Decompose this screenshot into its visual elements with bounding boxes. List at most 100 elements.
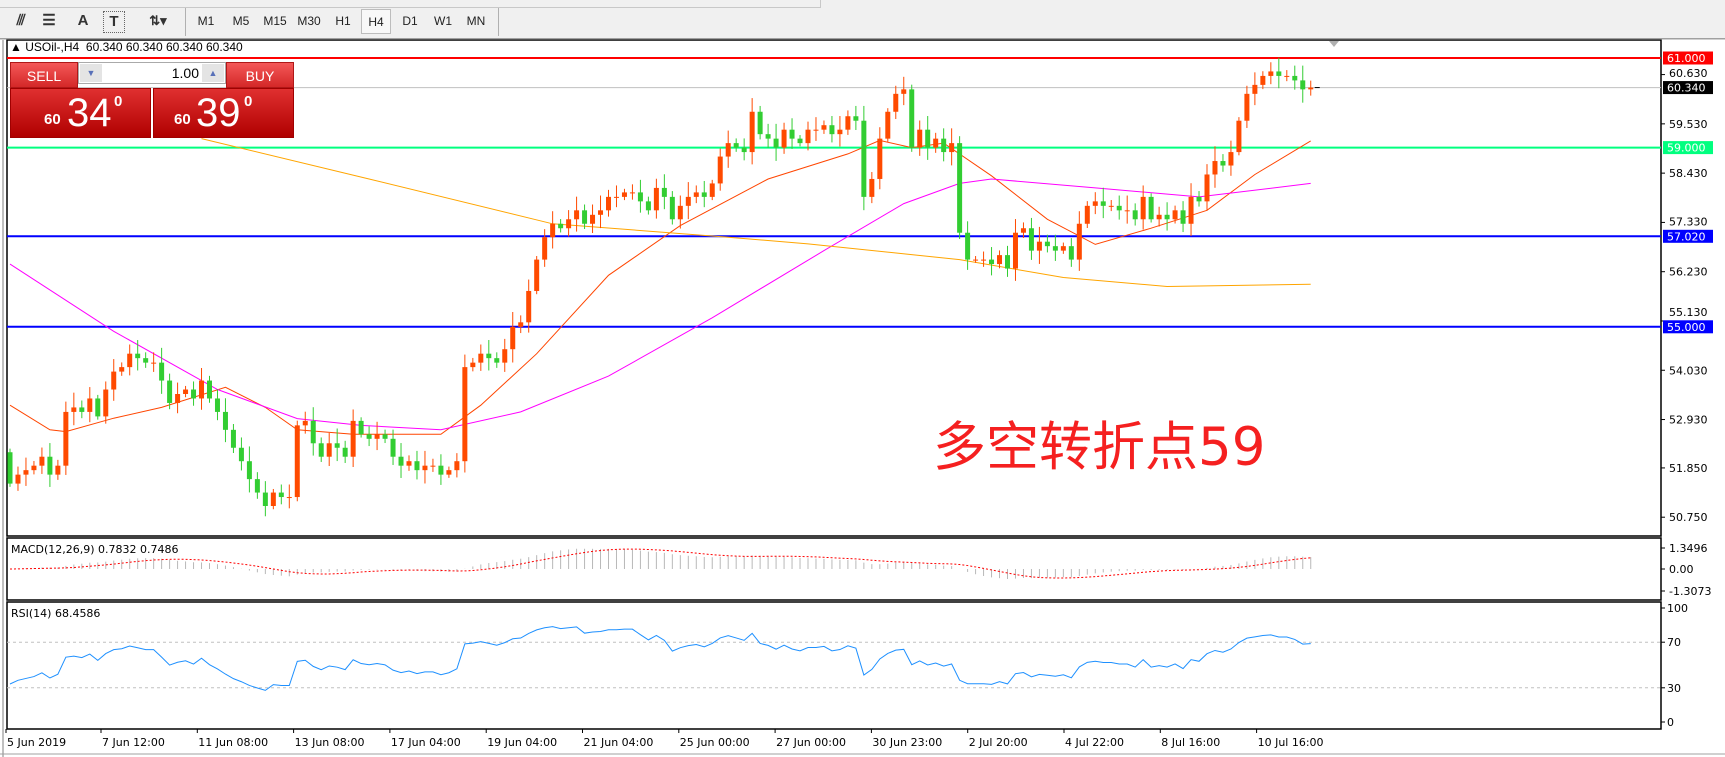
time-tick-label: 7 Jun 12:00 <box>102 736 165 749</box>
sell-button[interactable]: SELL <box>10 62 78 88</box>
candle-body <box>566 219 572 229</box>
candle-body <box>127 353 133 368</box>
candle-body <box>438 465 444 475</box>
time-tick-label: 5 Jun 2019 <box>7 736 66 749</box>
time-tick-label: 11 Jun 08:00 <box>198 736 268 749</box>
candle-body <box>821 125 827 130</box>
candle-body <box>382 434 388 439</box>
candle-body <box>214 398 220 412</box>
lot-decrease-icon[interactable]: ▼ <box>80 64 102 82</box>
candle-body <box>709 183 715 197</box>
candle-body <box>406 461 412 466</box>
candle-body <box>909 89 915 148</box>
candle-body <box>1092 201 1098 206</box>
candle-body <box>949 143 955 153</box>
candles <box>7 57 1314 517</box>
price-tick-label: 60.630 <box>1669 67 1708 80</box>
timeframe-m30[interactable]: M30 <box>297 14 321 28</box>
candle-body <box>805 129 811 144</box>
candle-body <box>829 125 835 135</box>
timeframe-h4[interactable]: H4 <box>361 9 391 34</box>
candle-body <box>414 461 420 471</box>
buy-price-button[interactable]: 60 39 0 <box>153 88 294 138</box>
candle-body <box>550 223 556 238</box>
candle-body <box>175 394 181 403</box>
candle-body <box>989 259 995 265</box>
candle-body <box>1252 84 1258 94</box>
candle-body <box>270 492 276 506</box>
elliott-wave-icon[interactable]: ⫻ <box>16 12 26 29</box>
candle-body <box>1084 205 1090 224</box>
candle-body <box>111 371 117 390</box>
arrows-dropdown-icon[interactable]: ⇅▾ <box>149 13 167 28</box>
candle-body <box>342 447 348 457</box>
price-tick-label: 52.930 <box>1669 414 1708 427</box>
candle-body <box>159 362 165 381</box>
macd-tick-label: 1.3496 <box>1669 542 1708 555</box>
candle-body <box>430 465 436 467</box>
buy-price-fraction: 0 <box>244 93 253 110</box>
candle-body <box>135 353 141 359</box>
timeframe-h1[interactable]: H1 <box>335 14 351 28</box>
price-tick-label: 50.750 <box>1669 511 1708 524</box>
timeframe-w1[interactable]: W1 <box>434 14 452 28</box>
candle-body <box>629 192 635 194</box>
candle-body <box>151 362 157 364</box>
one-click-trading-panel: SELL ▼ 1.00 ▲ BUY 60 34 0 60 39 0 <box>10 62 294 138</box>
candle-body <box>510 326 516 350</box>
level-badge <box>1663 229 1713 243</box>
candle-body <box>1188 196 1194 224</box>
chart-shift-marker-icon <box>1329 41 1339 47</box>
candle-body <box>398 456 404 466</box>
timeframe-d1[interactable]: D1 <box>402 14 418 28</box>
toolbar: ⫻ ☰ A T ⇅▾ M1 M5 M15 M30 H1 H4 D1 W1 MN <box>0 0 1725 39</box>
candle-body <box>358 420 364 435</box>
candle-body <box>933 138 939 148</box>
candle-body <box>103 389 109 417</box>
candle-body <box>1228 152 1234 166</box>
collapse-triangle-icon[interactable]: ▲ <box>10 40 26 54</box>
candle-body <box>877 138 883 179</box>
timeframe-mn[interactable]: MN <box>466 14 486 28</box>
candle-body <box>478 353 484 363</box>
lot-increase-icon[interactable]: ▲ <box>202 64 224 82</box>
timeframe-m15[interactable]: M15 <box>263 14 287 28</box>
chart-annotation[interactable]: 多空转折点59 <box>933 417 1266 478</box>
timeframe-m5[interactable]: M5 <box>232 14 250 28</box>
candle-body <box>87 398 93 412</box>
candle-body <box>310 420 316 444</box>
candle-body <box>869 178 875 197</box>
candle-body <box>222 411 228 430</box>
candle-body <box>1124 210 1130 212</box>
chart-header: ▲ USOil-,H4 60.340 60.340 60.340 60.340 <box>10 40 243 54</box>
fibonacci-icon[interactable]: ☰ <box>42 12 56 29</box>
lot-size-input[interactable]: 1.00 <box>171 65 199 81</box>
window-strip <box>0 0 821 8</box>
candle-body <box>1212 161 1218 175</box>
buy-button[interactable]: BUY <box>226 62 294 88</box>
macd-tick-label: 0.00 <box>1669 563 1694 576</box>
candle-body <box>677 205 683 220</box>
timeframe-m1[interactable]: M1 <box>197 14 215 28</box>
candle-body <box>1156 214 1162 220</box>
candle-body <box>230 429 236 448</box>
candle-body <box>845 116 851 130</box>
candle-body <box>31 465 37 471</box>
toolbar-separator <box>185 8 186 36</box>
level-badge-label: 59.000 <box>1667 142 1706 155</box>
time-tick-label: 27 Jun 00:00 <box>776 736 846 749</box>
candle-body <box>1220 161 1226 166</box>
candle-body <box>1244 93 1250 121</box>
candle-body <box>773 138 779 148</box>
text-label-icon[interactable]: T <box>103 11 125 33</box>
candle-body <box>701 192 707 197</box>
price-tick-label: 58.430 <box>1669 167 1708 180</box>
sell-price-button[interactable]: 60 34 0 <box>10 88 151 138</box>
candle-body <box>23 470 29 475</box>
text-tool-icon[interactable]: A <box>77 12 89 29</box>
candle-body <box>39 456 45 466</box>
candle-body <box>318 443 324 457</box>
lot-size-stepper[interactable]: ▼ 1.00 ▲ <box>78 62 226 84</box>
candle-body <box>741 147 747 153</box>
